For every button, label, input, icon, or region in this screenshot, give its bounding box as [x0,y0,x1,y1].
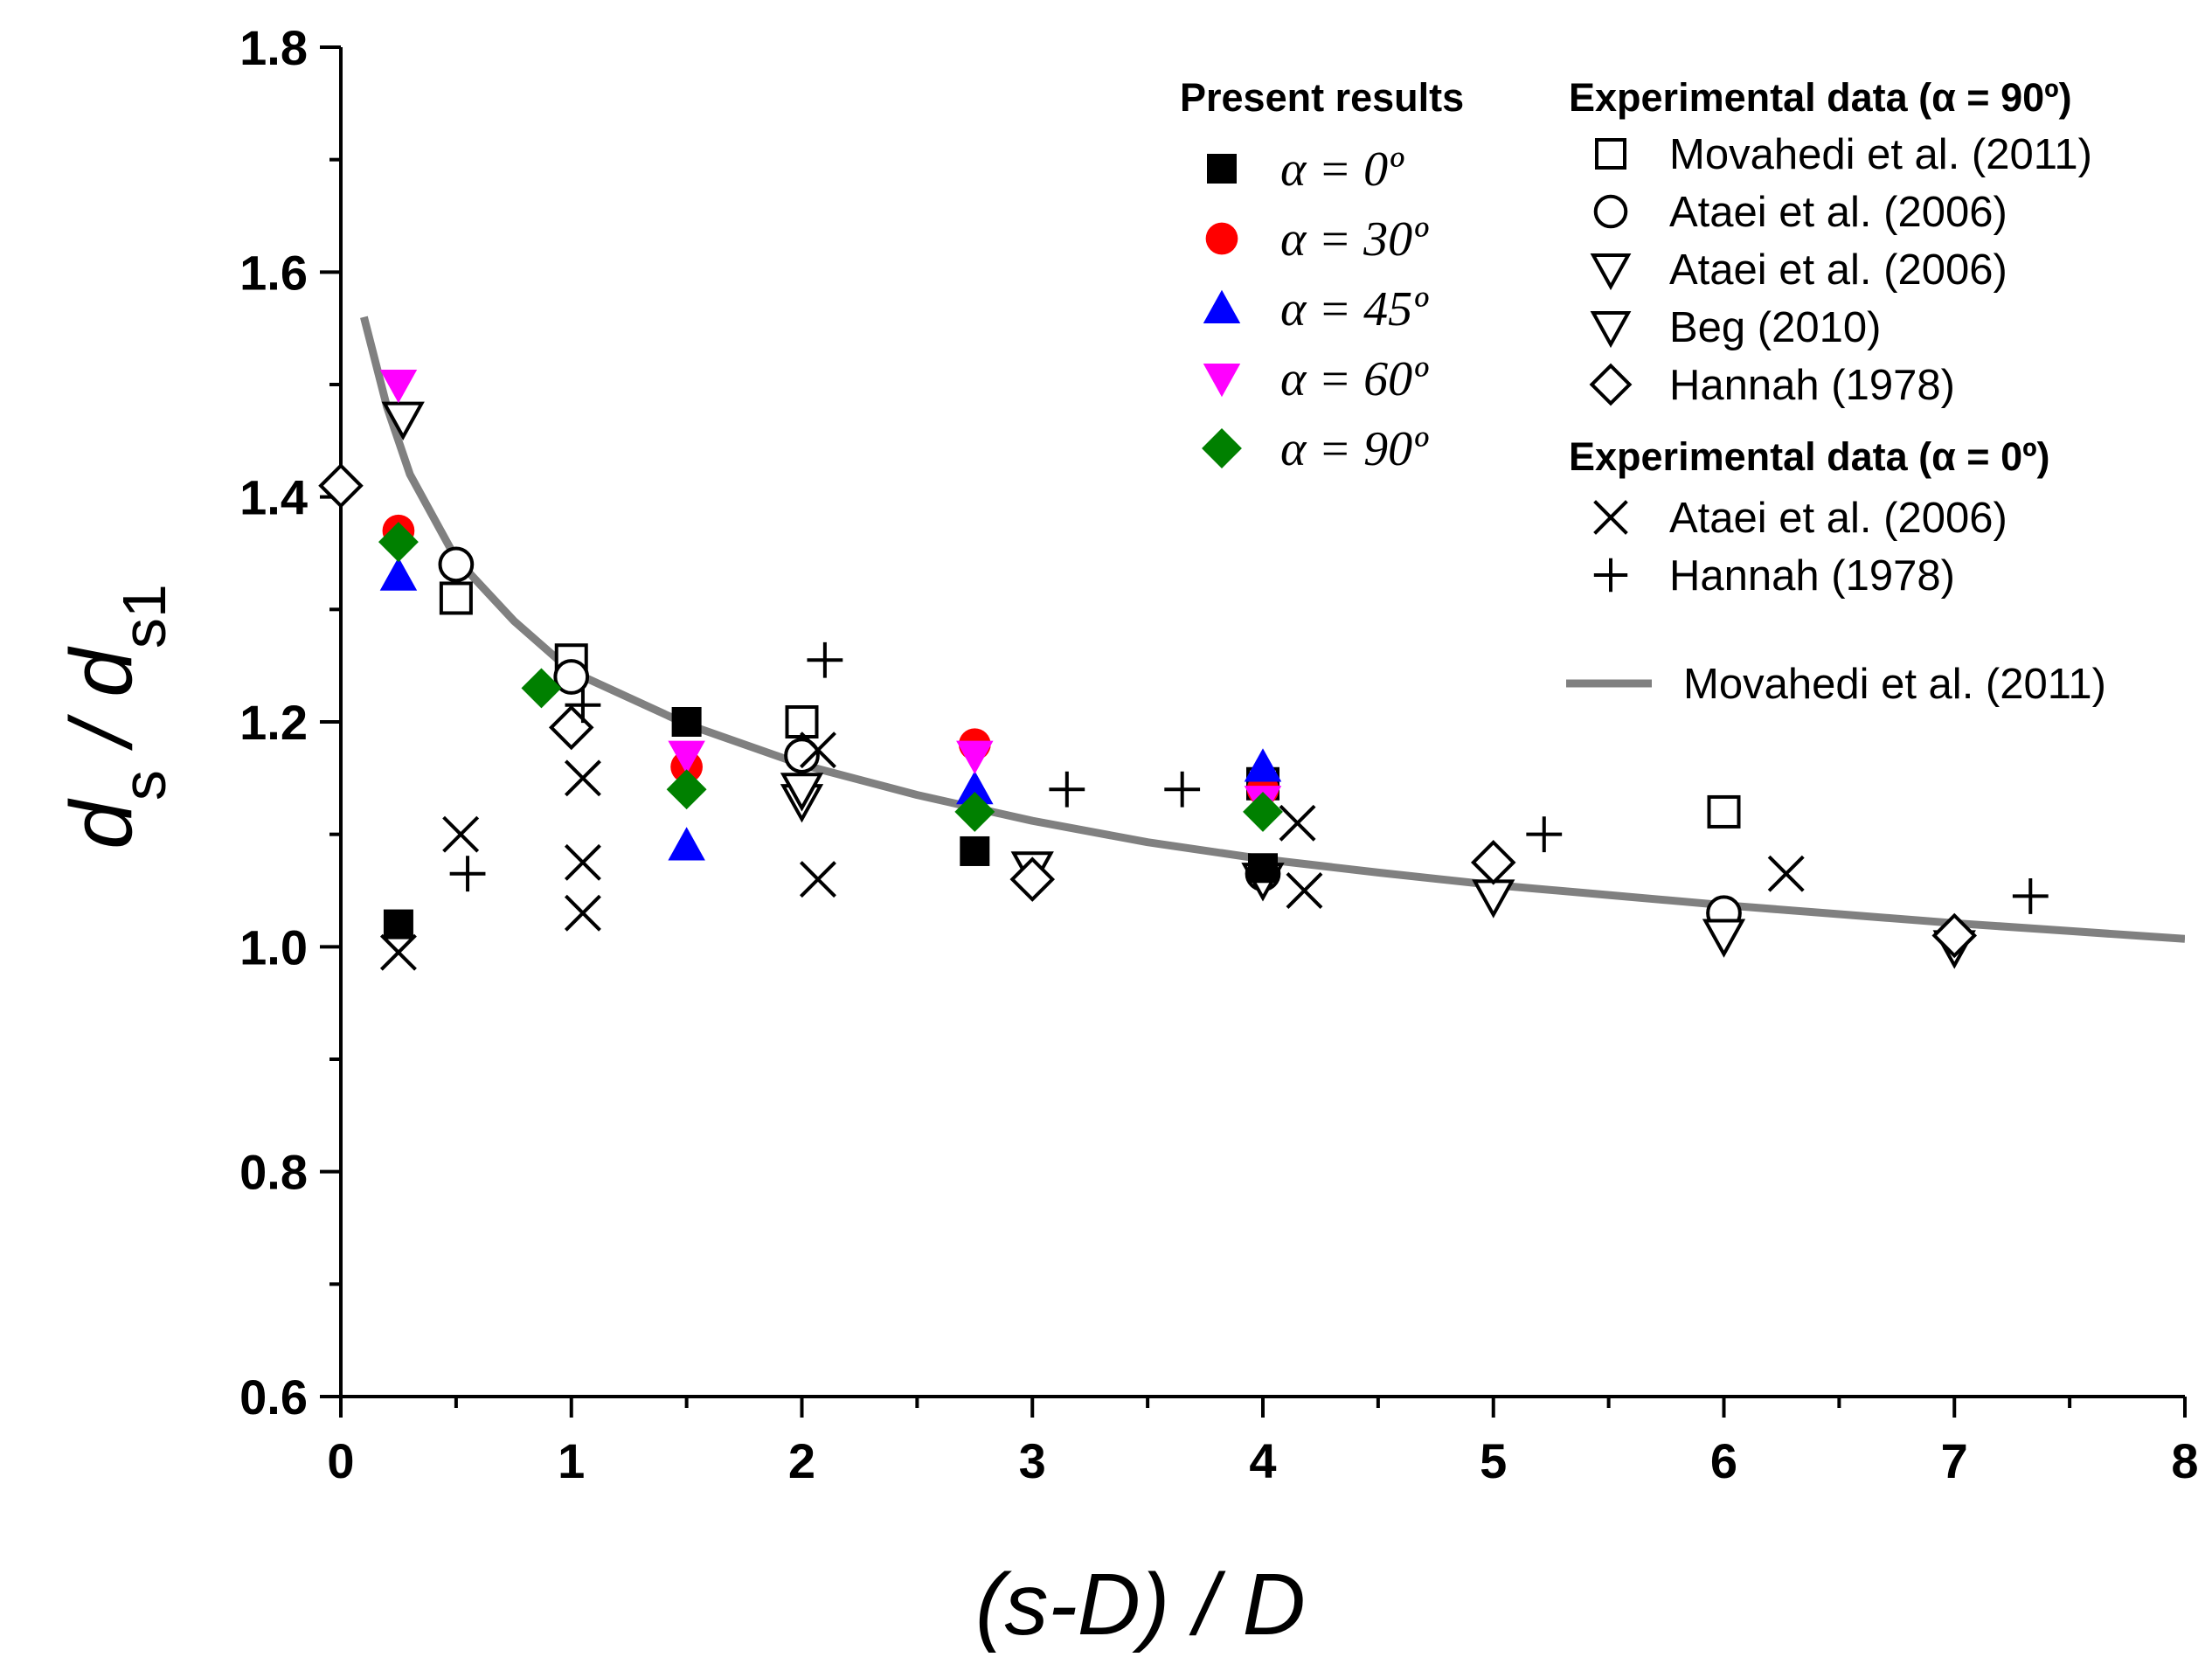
data-point-square-filled [671,707,702,737]
data-point-x [799,731,836,769]
legend-title-exp90: Experimental data (α = 90º) [1569,75,2072,120]
legend-marker-circle-filled [1205,222,1238,255]
legend-title-present: Present results [1180,75,1464,120]
data-point-x [564,759,601,797]
data-point-square-filled [1248,853,1278,884]
data-point-triangle-up-filled [668,827,705,861]
data-point-triangle-down-filled [668,740,705,774]
legend-marker-triangle-down-filled [1203,364,1241,398]
x-tick-label: 2 [788,1433,815,1488]
data-point-plus [1164,771,1201,808]
data-point-square-filled [383,909,413,940]
data-point-plus [2012,878,2049,914]
data-point-circle-open [784,738,820,773]
legend-marker-plus [1593,558,1628,593]
legend-label: Beg (2010) [1669,304,1881,351]
legend-label: Movahedi et al. (2011) [1669,131,2092,178]
movahedi-curve [360,315,2185,943]
legend-title-exp0: Experimental data (α = 0º) [1569,434,2050,479]
x-tick-label: 6 [1710,1433,1737,1488]
data-point-triangle-down-open [381,401,425,440]
data-point-x [442,815,480,853]
data-point-x [1286,872,1323,909]
legend-label: α = 45º [1280,282,1429,336]
data-point-diamond-open [1009,856,1056,902]
legend-label: α = 60º [1280,352,1429,406]
data-point-diamond-filled [666,769,707,810]
x-tick-label: 5 [1480,1433,1507,1488]
data-point-square-open [785,705,819,738]
x-axis-title: (s-D) / D [975,1556,1306,1654]
legend-marker-circle-open [1593,194,1628,229]
data-point-diamond-open [1931,912,1978,959]
data-point-diamond-open [1470,840,1516,885]
data-point-plus [565,687,601,724]
legend-label: Hannah (1978) [1669,552,1955,600]
data-point-triangle-down-filled [956,740,994,774]
data-point-triangle-up-filled [1244,748,1282,782]
data-point-square-open [439,581,473,615]
data-point-plus [1049,771,1085,808]
data-point-diamond-filled [521,668,562,709]
data-point-triangle-down-open [780,773,824,812]
data-point-x [379,933,417,971]
x-tick-label: 0 [327,1433,354,1488]
data-point-x [1767,855,1805,892]
data-point-triangle-up-filled [956,770,994,805]
data-point-plus [449,856,486,892]
data-point-triangle-down-open [1472,879,1515,919]
data-point-diamond-open [548,704,594,751]
data-point-diamond-open [318,463,364,509]
data-point-x [564,894,601,932]
y-tick-label: 1.4 [239,470,308,525]
data-point-triangle-down-filled [379,370,418,404]
data-point-circle-open [438,546,475,583]
legend-marker-diamond-open [1589,363,1633,406]
data-point-square-open [1707,794,1741,829]
legend-label: Ataei et al. (2006) [1669,246,2007,294]
x-tick-label: 4 [1249,1433,1276,1488]
data-point-plus [1526,816,1563,853]
data-point-triangle-up-filled [379,557,418,591]
data-point-circle-open [553,659,590,695]
legend-marker-diamond-filled [1202,428,1242,468]
legend-marker-triangle-down-open [1590,253,1632,291]
y-tick-label: 0.6 [239,1369,308,1425]
x-tick-label: 3 [1019,1433,1046,1488]
data-point-x [799,861,836,898]
x-tick-label: 7 [1941,1433,1968,1488]
y-tick-label: 1.2 [239,695,308,750]
y-tick-label: 0.8 [239,1145,308,1200]
data-point-triangle-down-open [1702,919,1746,958]
data-point-x [1279,804,1316,842]
data-point-x [564,843,601,881]
legend-marker-x [1593,500,1628,535]
legend-marker-square-filled [1207,154,1237,184]
data-point-diamond-filled [1243,791,1283,832]
y-tick-label: 1.8 [239,20,308,75]
legend-label: Ataei et al. (2006) [1669,495,2007,542]
legend-marker-triangle-up-filled [1203,289,1241,323]
data-point-diamond-filled [954,791,995,832]
x-tick-label: 8 [2171,1433,2198,1488]
legend-label: α = 0º [1280,142,1404,197]
legend-label: Movahedi et al. (2011) [1683,661,2106,708]
data-point-plus [807,641,843,678]
legend-label: α = 30º [1280,212,1429,267]
data-point-diamond-filled [378,522,419,563]
y-axis-title: ds / ds1 [52,584,178,849]
legend-marker-square-open [1595,138,1626,170]
legend-marker-triangle-down-open [1590,311,1632,349]
y-tick-label: 1.6 [239,245,308,300]
legend-label: α = 90º [1280,422,1429,476]
legend-label: Ataei et al. (2006) [1669,189,2007,236]
y-tick-label: 1.0 [239,919,308,974]
data-point-square-filled [960,836,990,866]
x-tick-label: 1 [558,1433,585,1488]
legend-label: Hannah (1978) [1669,362,1955,409]
